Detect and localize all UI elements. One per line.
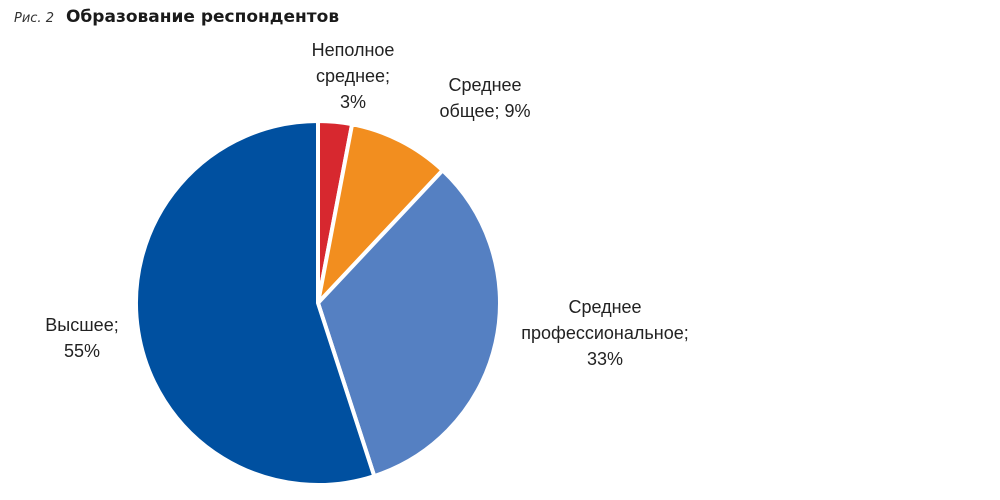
figure-title: Образование респондентов [65, 7, 340, 27]
slice-label-line: 33% [587, 349, 623, 369]
pie-slice [134, 119, 377, 487]
slice-label-line: Среднее [448, 75, 521, 95]
slice-label-line: среднее; [316, 66, 390, 86]
slice-label-line: профессиональное; [521, 323, 688, 343]
figure-header: Рис. 2 Образование респондентов [14, 7, 339, 31]
slice-label-line: Неполное [312, 40, 395, 60]
slice-label-line: Среднее [568, 297, 641, 317]
pie-slice [316, 168, 502, 479]
figure-number: Рис. 2 [14, 11, 54, 26]
slice-label: Высшее; 55% [45, 315, 118, 361]
slice-label-line: Высшее; [45, 315, 118, 335]
pie-slice [316, 122, 445, 305]
slice-label: Неполное среднее; 3% [312, 40, 395, 112]
slice-label: Среднее профессиональное; 33% [521, 297, 688, 369]
slice-label-line: 55% [64, 341, 100, 361]
slice-label: Среднее общее; 9% [440, 75, 531, 121]
slice-label-line: общее; 9% [440, 101, 531, 121]
slice-label-line: 3% [340, 92, 366, 112]
